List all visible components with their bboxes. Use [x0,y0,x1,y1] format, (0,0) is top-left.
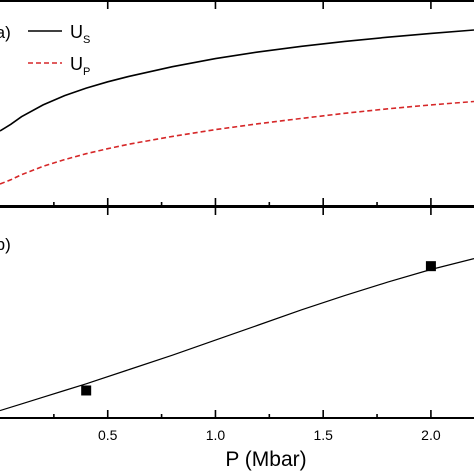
x-tick-labels: 0.5 1.0 1.5 2.0 [98,427,441,443]
us-series-line [0,29,474,132]
x-tick-label: 0.5 [98,427,118,443]
legend-up-subscript: P [83,66,90,78]
panel-b-series [0,258,474,412]
x-axis-label: P (Mbar) [225,448,306,471]
data-point-square [81,385,92,396]
x-tick-label: 2.0 [421,427,441,443]
panel-a-label: (a) [0,23,11,42]
legend-up-main: U [70,54,83,74]
data-point-square [425,261,436,272]
panel-b-fit-line [0,258,474,412]
panel-a-series [0,29,474,185]
up-series-line [0,100,474,185]
panel-b-label: (b) [0,235,11,254]
panel-b-ticks [53,207,432,418]
x-tick-label: 1.0 [206,427,226,443]
legend-us-main: U [70,22,83,42]
legend-up-label: UP [70,54,90,78]
panel-a-ticks [53,1,432,206]
panel-b: (b) 0.5 1.0 1.5 2.0 P (Mbar) [0,206,474,471]
legend-us-subscript: S [83,34,90,46]
legend-us-label: US [70,22,90,46]
legend: US UP [28,22,90,78]
x-tick-label: 1.5 [313,427,333,443]
panel-a: (a) US UP [0,0,474,207]
